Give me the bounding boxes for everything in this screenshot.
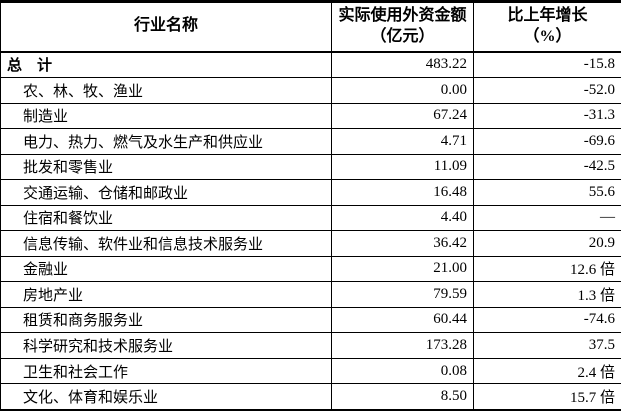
amount-cell: 16.48 xyxy=(331,179,474,206)
table-row: 信息传输、软件业和信息技术服务业 36.42 20.9 xyxy=(0,230,621,257)
growth-cell: -42.5 xyxy=(473,153,621,181)
growth-cell: -15.8 xyxy=(473,50,621,79)
industry-name-cell: 文化、体育和娱乐业 xyxy=(0,383,332,411)
amount-cell: 21.00 xyxy=(331,255,474,283)
growth-cell: — xyxy=(473,204,621,232)
header-amount: 实际使用外资金额 （亿元） xyxy=(331,1,474,53)
growth-cell: -69.6 xyxy=(473,128,621,155)
table-row: 租赁和商务服务业 60.44 -74.6 xyxy=(0,306,621,334)
table-row: 文化、体育和娱乐业 8.50 15.7 倍 xyxy=(0,383,621,411)
industry-name-cell: 电力、热力、燃气及水生产和供应业 xyxy=(0,128,332,155)
table-row: 交通运输、仓储和邮政业 16.48 55.6 xyxy=(0,179,621,206)
table-row: 批发和零售业 11.09 -42.5 xyxy=(0,153,621,181)
industry-name-cell: 科学研究和技术服务业 xyxy=(0,332,332,359)
growth-cell: -74.6 xyxy=(473,306,621,334)
amount-cell: 11.09 xyxy=(331,153,474,181)
table-row-total: 总 计 483.22 -15.8 xyxy=(0,50,621,79)
amount-cell: 67.24 xyxy=(331,102,474,130)
table-row: 电力、热力、燃气及水生产和供应业 4.71 -69.6 xyxy=(0,128,621,155)
growth-cell: 12.6 倍 xyxy=(473,255,621,283)
industry-name-cell: 信息传输、软件业和信息技术服务业 xyxy=(0,230,332,257)
amount-cell: 79.59 xyxy=(331,281,474,308)
header-growth-title: 比上年增长 xyxy=(507,6,588,24)
growth-cell: 37.5 xyxy=(473,332,621,359)
growth-cell: 55.6 xyxy=(473,179,621,206)
amount-cell: 36.42 xyxy=(331,230,474,257)
amount-cell: 173.28 xyxy=(331,332,474,359)
growth-cell: 20.9 xyxy=(473,230,621,257)
table-row: 农、林、牧、渔业 0.00 -52.0 xyxy=(0,77,621,104)
amount-cell: 0.08 xyxy=(331,357,474,385)
growth-cell: -31.3 xyxy=(473,102,621,130)
industry-name-cell: 租赁和商务服务业 xyxy=(0,306,332,334)
growth-cell: -52.0 xyxy=(473,77,621,104)
header-growth-unit: （%） xyxy=(523,27,572,45)
table-row: 金融业 21.00 12.6 倍 xyxy=(0,255,621,283)
header-industry-name: 行业名称 xyxy=(0,1,332,53)
amount-cell: 8.50 xyxy=(331,383,474,411)
industry-name-cell: 批发和零售业 xyxy=(0,153,332,181)
growth-cell: 2.4 倍 xyxy=(473,357,621,385)
industry-name-cell: 农、林、牧、渔业 xyxy=(0,77,332,104)
amount-cell: 60.44 xyxy=(331,306,474,334)
industry-name-cell: 交通运输、仓储和邮政业 xyxy=(0,179,332,206)
header-amount-title: 实际使用外资金额 xyxy=(338,6,467,24)
industry-name-cell: 卫生和社会工作 xyxy=(0,357,332,385)
table-row: 科学研究和技术服务业 173.28 37.5 xyxy=(0,332,621,359)
growth-cell: 15.7 倍 xyxy=(473,383,621,411)
industry-name-cell: 房地产业 xyxy=(0,281,332,308)
amount-cell: 0.00 xyxy=(331,77,474,104)
table-row: 住宿和餐饮业 4.40 — xyxy=(0,204,621,232)
industry-name-cell: 金融业 xyxy=(0,255,332,283)
table-row: 卫生和社会工作 0.08 2.4 倍 xyxy=(0,357,621,385)
amount-cell: 4.40 xyxy=(331,204,474,232)
amount-cell: 483.22 xyxy=(331,50,474,79)
industry-name-cell: 制造业 xyxy=(0,102,332,130)
table-row: 房地产业 79.59 1.3 倍 xyxy=(0,281,621,308)
header-growth: 比上年增长 （%） xyxy=(473,1,621,53)
amount-cell: 4.71 xyxy=(331,128,474,155)
industry-name-cell: 住宿和餐饮业 xyxy=(0,204,332,232)
table-row: 制造业 67.24 -31.3 xyxy=(0,102,621,130)
header-row: 行业名称 实际使用外资金额 （亿元） 比上年增长 （%） xyxy=(0,1,621,53)
growth-cell: 1.3 倍 xyxy=(473,281,621,308)
industry-name-cell: 总 计 xyxy=(0,50,332,79)
header-amount-unit: （亿元） xyxy=(370,27,435,45)
